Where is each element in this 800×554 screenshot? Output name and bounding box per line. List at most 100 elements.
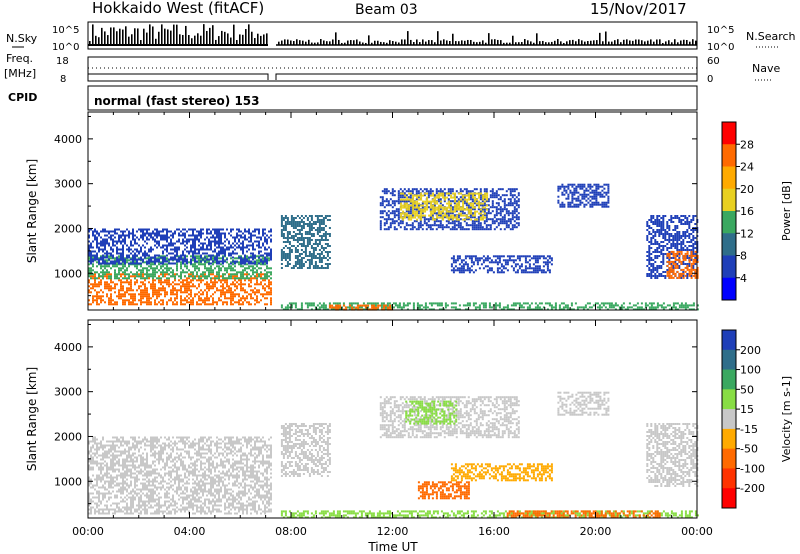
range-cell xyxy=(648,263,651,265)
range-cell xyxy=(166,303,168,306)
range-cell xyxy=(288,257,291,259)
range-cell xyxy=(240,287,242,290)
range-cell xyxy=(196,236,198,239)
range-cell xyxy=(302,217,305,219)
range-cell xyxy=(668,227,671,229)
range-cell xyxy=(166,246,168,249)
range-cell xyxy=(116,246,118,249)
range-cell xyxy=(202,242,204,245)
range-cell xyxy=(456,204,459,207)
range-cell xyxy=(266,277,268,280)
range-cell xyxy=(100,271,102,274)
range-cell xyxy=(457,222,460,225)
range-cell xyxy=(662,241,665,243)
range-cell xyxy=(182,258,184,261)
range-cell xyxy=(424,200,427,203)
range-cell xyxy=(192,230,194,233)
range-cell xyxy=(216,275,218,278)
range-cell xyxy=(670,239,673,241)
range-cell xyxy=(264,277,266,280)
range-cell xyxy=(419,188,422,191)
range-cell xyxy=(399,188,402,191)
range-cell xyxy=(168,230,170,233)
range-cell xyxy=(142,267,144,270)
range-cell xyxy=(507,226,510,229)
range-cell xyxy=(142,293,144,296)
range-cell xyxy=(164,291,166,294)
range-cell xyxy=(180,301,182,304)
range-cell xyxy=(190,285,192,288)
range-cell xyxy=(664,271,667,273)
range-cell xyxy=(577,183,580,186)
range-cell xyxy=(682,263,685,265)
range-cell xyxy=(468,202,471,205)
range-cell xyxy=(485,226,488,229)
range-cell xyxy=(692,247,695,249)
range-cell xyxy=(692,229,695,231)
range-cell xyxy=(385,190,388,193)
range-cell xyxy=(170,271,172,274)
range-cell xyxy=(680,245,683,247)
range-cell xyxy=(316,245,319,247)
range-cell xyxy=(476,259,479,262)
range-cell xyxy=(465,218,468,221)
range-cell xyxy=(597,187,600,190)
range-cell xyxy=(120,252,122,255)
range-cell xyxy=(546,261,549,264)
range-cell xyxy=(417,212,420,215)
date-title: 15/Nov/2017 xyxy=(590,0,687,18)
range-cell xyxy=(298,243,301,245)
range-cell xyxy=(680,249,683,251)
range-cell xyxy=(158,301,160,304)
range-cell xyxy=(216,236,218,239)
range-cell xyxy=(282,241,285,243)
range-cell xyxy=(140,230,142,233)
range-cell xyxy=(218,275,220,278)
range-cell xyxy=(409,228,412,231)
range-cell xyxy=(490,261,493,264)
range-cell xyxy=(484,200,487,203)
range-cell xyxy=(458,218,461,221)
range-cell xyxy=(258,242,260,245)
range-cell xyxy=(152,277,154,280)
range-cell xyxy=(254,287,256,290)
range-cell xyxy=(425,218,428,221)
range-cell xyxy=(514,259,517,262)
range-cell xyxy=(381,216,384,219)
range-cell xyxy=(429,226,432,229)
range-cell xyxy=(456,208,459,211)
range-cell xyxy=(216,246,218,249)
range-cell xyxy=(218,297,220,300)
range-cell xyxy=(280,225,283,227)
range-cell xyxy=(162,281,164,284)
noise-bar xyxy=(395,41,397,45)
range-cell xyxy=(557,199,560,202)
range-cell xyxy=(510,259,513,262)
cpid-strip: CPID normal (fast stereo) 153 xyxy=(8,85,698,111)
range-cell xyxy=(246,244,248,247)
range-cell xyxy=(134,262,136,265)
range-cell xyxy=(186,240,188,243)
noise-bar xyxy=(197,33,199,45)
range-cell xyxy=(501,208,504,211)
range-cell xyxy=(280,229,283,231)
range-cell xyxy=(680,223,683,225)
range-cell xyxy=(232,242,234,245)
range-cell xyxy=(694,257,697,259)
range-cell xyxy=(208,289,210,292)
range-cell xyxy=(94,250,96,253)
range-cell xyxy=(240,230,242,233)
range-cell xyxy=(393,226,396,229)
range-cell xyxy=(202,252,204,255)
range-cell xyxy=(208,273,210,276)
range-cell xyxy=(326,267,329,269)
range-cell xyxy=(477,220,480,223)
range-cell xyxy=(266,285,268,288)
range-cell xyxy=(440,192,443,195)
range-cell xyxy=(144,295,146,298)
range-cell xyxy=(100,295,102,298)
range-cell xyxy=(236,228,238,231)
range-cell xyxy=(408,198,411,201)
range-cell xyxy=(140,262,142,265)
range-cell xyxy=(650,271,653,273)
